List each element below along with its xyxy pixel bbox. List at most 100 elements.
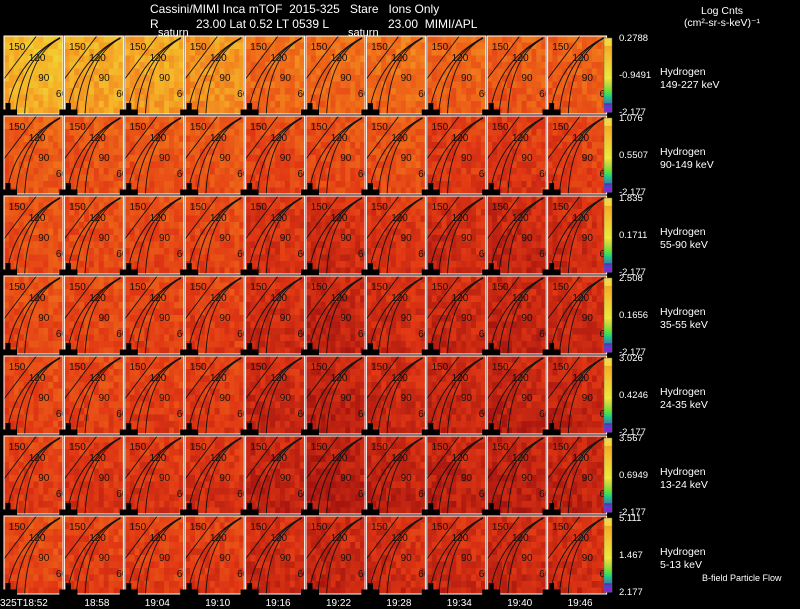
heatmap-cell xyxy=(591,267,598,275)
heatmap-cell xyxy=(18,94,25,102)
heatmap-cell xyxy=(521,168,527,175)
heatmap-cell xyxy=(390,209,397,216)
heatmap-cell xyxy=(84,235,90,242)
heatmap-cell xyxy=(492,62,498,69)
heatmap-cell xyxy=(250,161,256,169)
heatmap-cell xyxy=(446,107,452,115)
heatmap-cell xyxy=(400,228,407,236)
heatmap-cell xyxy=(441,42,447,50)
heatmap-cell xyxy=(355,187,361,195)
heatmap-cell xyxy=(446,42,452,50)
heatmap-cell xyxy=(239,155,245,162)
heatmap-cell xyxy=(178,261,185,268)
heatmap-cell xyxy=(58,36,64,43)
heatmap-cell xyxy=(400,181,407,188)
heatmap-cell xyxy=(38,36,44,43)
heatmap-cell xyxy=(84,155,90,162)
heatmap-cell xyxy=(28,36,34,43)
heatmap-cell xyxy=(541,241,547,249)
heatmap-cell xyxy=(209,42,216,50)
heatmap-cell xyxy=(497,161,503,169)
heatmap-cell xyxy=(471,116,477,123)
heatmap-cell xyxy=(572,122,578,130)
heatmap-cell xyxy=(275,209,281,216)
contour-line xyxy=(386,117,423,195)
heatmap-cell xyxy=(415,94,421,102)
heatmap-cell xyxy=(436,248,442,255)
heatmap-cell xyxy=(591,174,598,182)
heatmap-cell xyxy=(350,181,356,188)
heatmap-cell xyxy=(43,161,49,169)
heatmap-cell xyxy=(426,215,433,223)
heatmap-cell xyxy=(426,68,433,76)
heatmap-cell xyxy=(234,122,240,130)
contour-label: 120 xyxy=(452,53,469,64)
heatmap-cell xyxy=(4,36,10,43)
heatmap-cell xyxy=(144,36,150,43)
heatmap-cell xyxy=(340,68,346,76)
heatmap-cell xyxy=(144,235,150,242)
heatmap-cell xyxy=(446,235,452,242)
heatmap-cell xyxy=(4,228,10,236)
heatmap-cell xyxy=(234,49,240,56)
heatmap-cell xyxy=(79,267,85,275)
colorbar-swatch xyxy=(604,164,612,167)
heatmap-cell xyxy=(195,155,201,162)
heatmap-cell xyxy=(471,241,477,249)
heatmap-cell xyxy=(239,248,245,255)
heatmap-cell xyxy=(124,81,131,89)
heatmap-cell xyxy=(224,135,230,143)
heatmap-cell xyxy=(471,94,477,102)
heatmap-cell xyxy=(552,235,558,242)
heatmap-cell xyxy=(596,161,603,169)
heatmap-cell xyxy=(471,148,477,156)
heatmap-cell xyxy=(521,55,527,63)
heatmap-cell xyxy=(420,222,426,229)
heatmap-cell xyxy=(492,235,498,242)
contour-line xyxy=(64,35,98,80)
heatmap-cell xyxy=(154,62,160,69)
contour-label: 120 xyxy=(331,53,348,64)
heatmap-cell xyxy=(219,142,225,149)
heatmap-cell xyxy=(173,202,180,210)
heatmap-cell xyxy=(199,94,206,102)
heatmap-cell xyxy=(547,222,553,229)
heatmap-cell xyxy=(103,62,110,69)
heatmap-cell xyxy=(134,148,140,156)
heatmap-cell xyxy=(562,75,568,82)
heatmap-cell xyxy=(511,209,518,216)
heatmap-cell xyxy=(178,168,185,175)
heatmap-cell xyxy=(255,88,261,95)
heatmap-cell xyxy=(395,62,402,69)
heatmap-cell xyxy=(58,75,64,82)
heatmap-cell xyxy=(134,254,140,262)
heatmap-cell xyxy=(280,36,286,43)
heatmap-cell xyxy=(88,235,95,242)
heatmap-cell xyxy=(420,181,426,188)
heatmap-cell xyxy=(390,88,397,95)
heatmap-cell xyxy=(547,42,553,50)
colorbar-swatch xyxy=(604,125,612,128)
heatmap-cell xyxy=(74,155,80,162)
heatmap-cell xyxy=(531,81,537,89)
colorbar-swatch xyxy=(604,142,612,145)
heatmap-cell xyxy=(18,135,25,143)
heatmap-cell xyxy=(219,42,225,50)
contour-line xyxy=(24,277,61,355)
heatmap-cell xyxy=(390,254,397,262)
heatmap-cell xyxy=(335,142,341,149)
heatmap-cell xyxy=(420,215,426,223)
heatmap-cell xyxy=(43,148,49,156)
heatmap-cell xyxy=(58,276,64,283)
heatmap-cell xyxy=(113,68,119,76)
heatmap-cell xyxy=(366,68,372,76)
heatmap-cell xyxy=(53,302,59,309)
heatmap-cell xyxy=(340,42,346,50)
heatmap-cell xyxy=(461,187,467,195)
contour-label: 90 xyxy=(280,73,292,84)
heatmap-cell xyxy=(224,181,230,188)
heatmap-cell xyxy=(270,68,276,76)
heatmap-cell xyxy=(582,181,588,188)
heatmap-cell xyxy=(255,196,261,203)
heatmap-cell xyxy=(88,81,95,89)
